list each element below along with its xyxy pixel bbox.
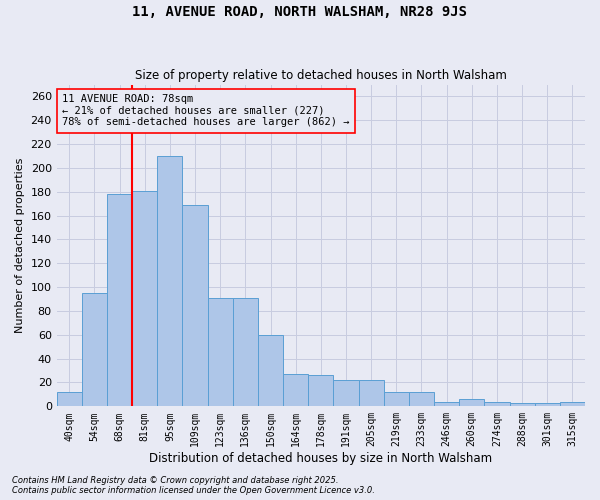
Bar — [308, 376, 334, 406]
Bar — [459, 399, 484, 406]
Text: 11 AVENUE ROAD: 78sqm
← 21% of detached houses are smaller (227)
78% of semi-det: 11 AVENUE ROAD: 78sqm ← 21% of detached … — [62, 94, 349, 128]
Bar — [258, 335, 283, 406]
Title: Size of property relative to detached houses in North Walsham: Size of property relative to detached ho… — [135, 69, 507, 82]
Bar — [535, 403, 560, 406]
Bar — [107, 194, 132, 406]
Bar — [182, 205, 208, 406]
Bar — [132, 190, 157, 406]
Bar — [82, 293, 107, 406]
Bar — [509, 403, 535, 406]
Bar — [283, 374, 308, 406]
Bar — [484, 402, 509, 406]
Bar — [384, 392, 409, 406]
Text: Contains HM Land Registry data © Crown copyright and database right 2025.
Contai: Contains HM Land Registry data © Crown c… — [12, 476, 375, 495]
Text: 11, AVENUE ROAD, NORTH WALSHAM, NR28 9JS: 11, AVENUE ROAD, NORTH WALSHAM, NR28 9JS — [133, 5, 467, 19]
Bar — [233, 298, 258, 406]
Bar — [157, 156, 182, 406]
Y-axis label: Number of detached properties: Number of detached properties — [15, 158, 25, 333]
X-axis label: Distribution of detached houses by size in North Walsham: Distribution of detached houses by size … — [149, 452, 493, 465]
Bar — [560, 402, 585, 406]
Bar — [359, 380, 384, 406]
Bar — [334, 380, 359, 406]
Bar — [409, 392, 434, 406]
Bar — [56, 392, 82, 406]
Bar — [208, 298, 233, 406]
Bar — [434, 402, 459, 406]
